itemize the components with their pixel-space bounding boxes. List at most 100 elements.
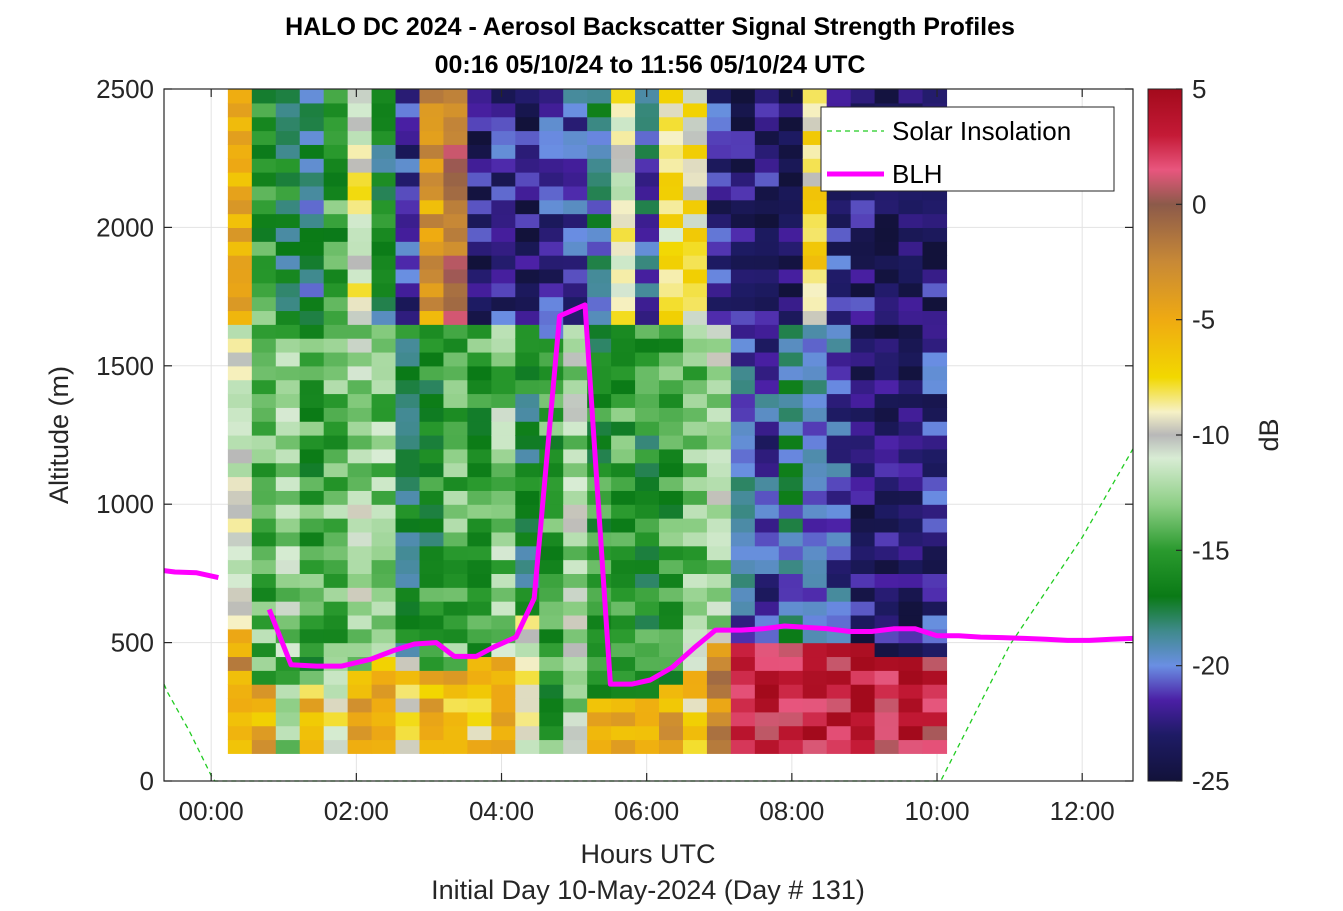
heatmap-cell xyxy=(754,241,780,256)
heatmap-cell xyxy=(251,172,277,187)
heatmap-cell xyxy=(922,338,948,353)
heatmap-cell xyxy=(251,268,277,284)
heatmap-cell xyxy=(898,476,924,491)
heatmap-cell xyxy=(635,268,660,284)
heatmap-cell xyxy=(539,255,564,270)
heatmap-cell xyxy=(443,684,468,699)
heatmap-cell xyxy=(299,518,325,533)
heatmap-cell xyxy=(395,379,421,395)
heatmap-cell xyxy=(395,435,421,450)
heatmap-cell xyxy=(730,711,756,727)
heatmap-cell xyxy=(802,407,828,422)
heatmap-cell xyxy=(754,504,780,519)
heatmap-cell xyxy=(491,684,516,699)
heatmap-cell xyxy=(874,421,900,436)
heatmap-cell xyxy=(802,199,828,215)
heatmap-cell xyxy=(467,185,492,201)
heatmap-cell xyxy=(371,462,397,478)
heatmap-cell xyxy=(323,351,349,367)
heatmap-cell xyxy=(635,282,660,298)
heatmap-cell xyxy=(275,227,301,242)
heatmap-cell xyxy=(371,241,397,256)
heatmap-cell xyxy=(371,490,397,505)
heatmap-cell xyxy=(730,379,756,395)
heatmap-cell xyxy=(515,255,540,270)
heatmap-cell xyxy=(778,462,804,478)
heatmap-cell xyxy=(491,587,516,602)
heatmap-cell xyxy=(371,116,397,132)
heatmap-cell xyxy=(539,559,564,574)
heatmap-cell xyxy=(682,227,708,242)
heatmap-cell xyxy=(515,531,540,547)
heatmap-cell xyxy=(299,102,325,118)
heatmap-cell xyxy=(443,393,468,408)
heatmap-cell xyxy=(754,601,780,616)
heatmap-cell xyxy=(515,559,540,574)
heatmap-cell xyxy=(778,711,804,727)
heatmap-cell xyxy=(275,614,301,630)
heatmap-cell xyxy=(299,130,325,145)
heatmap-cell xyxy=(563,559,588,574)
heatmap-cell xyxy=(778,421,804,436)
heatmap-cell xyxy=(275,282,301,298)
heatmap-cell xyxy=(754,642,780,658)
heatmap-cell xyxy=(611,393,636,408)
heatmap-cell xyxy=(874,227,900,242)
heatmap-cell xyxy=(754,559,780,574)
heatmap-cell xyxy=(802,89,828,104)
heatmap-cell xyxy=(682,102,708,118)
heatmap-cell xyxy=(898,670,924,685)
heatmap-cell xyxy=(299,601,325,616)
heatmap-cell xyxy=(539,614,564,630)
heatmap-cell xyxy=(539,351,564,367)
heatmap-cell xyxy=(539,448,564,464)
heatmap-cell xyxy=(395,448,421,464)
heatmap-cell xyxy=(419,158,445,173)
heatmap-cell xyxy=(467,448,492,464)
heatmap-cell xyxy=(611,601,636,616)
heatmap-cell xyxy=(443,559,468,574)
heatmap-cell xyxy=(826,476,852,491)
heatmap-cell xyxy=(898,614,924,630)
heatmap-cell xyxy=(419,573,445,588)
heatmap-cell xyxy=(587,684,612,699)
heatmap-cell xyxy=(275,365,301,381)
heatmap-cell xyxy=(323,116,349,132)
heatmap-cell xyxy=(635,241,660,256)
heatmap-cell xyxy=(419,684,445,699)
heatmap-cell xyxy=(898,421,924,436)
heatmap-cell xyxy=(251,531,277,547)
heatmap-cell xyxy=(730,670,756,685)
heatmap-cell xyxy=(850,421,876,436)
heatmap-cell xyxy=(563,601,588,616)
heatmap-cell xyxy=(611,241,636,256)
heatmap-cell xyxy=(778,601,804,616)
heatmap-cell xyxy=(659,130,684,145)
heatmap-cell xyxy=(275,172,301,187)
heatmap-cell xyxy=(371,628,397,644)
heatmap-cell xyxy=(467,531,492,547)
heatmap-cell xyxy=(419,670,445,685)
heatmap-cell xyxy=(706,725,732,741)
heatmap-cell xyxy=(371,518,397,533)
heatmap-cell xyxy=(371,559,397,574)
heatmap-cell xyxy=(850,255,876,270)
heatmap-cell xyxy=(754,130,780,145)
heatmap-cell xyxy=(754,518,780,533)
heatmap-cell xyxy=(850,241,876,256)
heatmap-cell xyxy=(227,656,253,671)
heatmap-cell xyxy=(419,393,445,408)
heatmap-cell xyxy=(395,559,421,574)
heatmap-cell xyxy=(251,490,277,505)
heatmap-cell xyxy=(347,448,373,464)
heatmap-cell xyxy=(826,545,852,561)
heatmap-cell xyxy=(682,462,708,478)
heatmap-cell xyxy=(659,172,684,187)
heatmap-cell xyxy=(802,255,828,270)
heatmap-cell xyxy=(826,421,852,436)
heatmap-cell xyxy=(635,213,660,228)
heatmap-cell xyxy=(611,185,636,201)
heatmap-cell xyxy=(299,379,325,395)
heatmap-cell xyxy=(706,697,732,713)
heatmap-cell xyxy=(347,725,373,741)
